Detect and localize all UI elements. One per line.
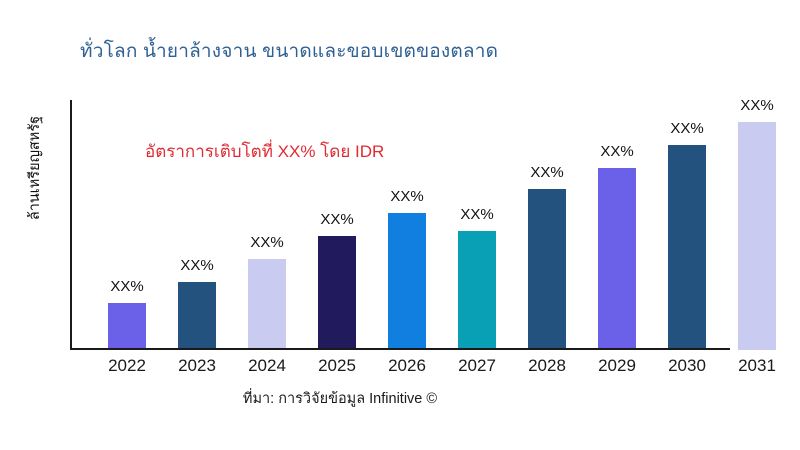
bar-2026 xyxy=(388,213,426,350)
bar-value-label-2028: XX% xyxy=(530,164,564,181)
bar-value-label-2031: XX% xyxy=(740,97,774,114)
plot-area: XX% 2022 XX% 2023 XX% 2024 XX% 2025 XX% 2026 XX% 20… xyxy=(70,97,790,375)
bar-2027 xyxy=(458,231,496,350)
bar-2030 xyxy=(668,145,706,350)
bar-value-label-2024: XX% xyxy=(250,234,284,251)
bar-value-label-2030: XX% xyxy=(670,120,704,137)
x-tick-label-2030: 2030 xyxy=(668,356,706,375)
bar-value-label-2027: XX% xyxy=(460,206,494,223)
x-tick-label-2025: 2025 xyxy=(318,356,356,375)
bar-2029 xyxy=(598,168,636,350)
bar-2025 xyxy=(318,236,356,350)
bar-value-label-2023: XX% xyxy=(180,257,214,274)
x-tick-label-2028: 2028 xyxy=(528,356,566,375)
x-axis-line xyxy=(70,348,730,350)
x-tick-label-2031: 2031 xyxy=(738,356,776,375)
x-tick-label-2029: 2029 xyxy=(598,356,636,375)
x-tick-label-2026: 2026 xyxy=(388,356,426,375)
x-tick-label-2024: 2024 xyxy=(248,356,286,375)
y-axis-line xyxy=(70,100,72,350)
bar-2022 xyxy=(108,303,146,350)
x-tick-label-2027: 2027 xyxy=(458,356,496,375)
chart-title: ทั่วโลก น้ำยาล้างจาน ขนาดและขอบเขตของตลา… xyxy=(80,41,499,62)
x-tick-label-2022: 2022 xyxy=(108,356,146,375)
bar-2031 xyxy=(738,122,776,350)
bar-value-label-2029: XX% xyxy=(600,143,634,160)
source-note: ที่มา: การวิจัยข้อมูล Infinitive © xyxy=(242,391,438,407)
bar-value-label-2026: XX% xyxy=(390,188,424,205)
bar-value-label-2025: XX% xyxy=(320,211,354,228)
y-axis-title: ล้านเหรียญสหรัฐ xyxy=(27,115,43,221)
bar-2028 xyxy=(528,189,566,350)
bar-value-label-2022: XX% xyxy=(110,278,144,295)
bar-2023 xyxy=(178,282,216,350)
x-tick-label-2023: 2023 xyxy=(178,356,216,375)
growth-annotation: อัตราการเติบโตที่ XX% โดย IDR xyxy=(145,142,385,161)
bar-2024 xyxy=(248,259,286,350)
